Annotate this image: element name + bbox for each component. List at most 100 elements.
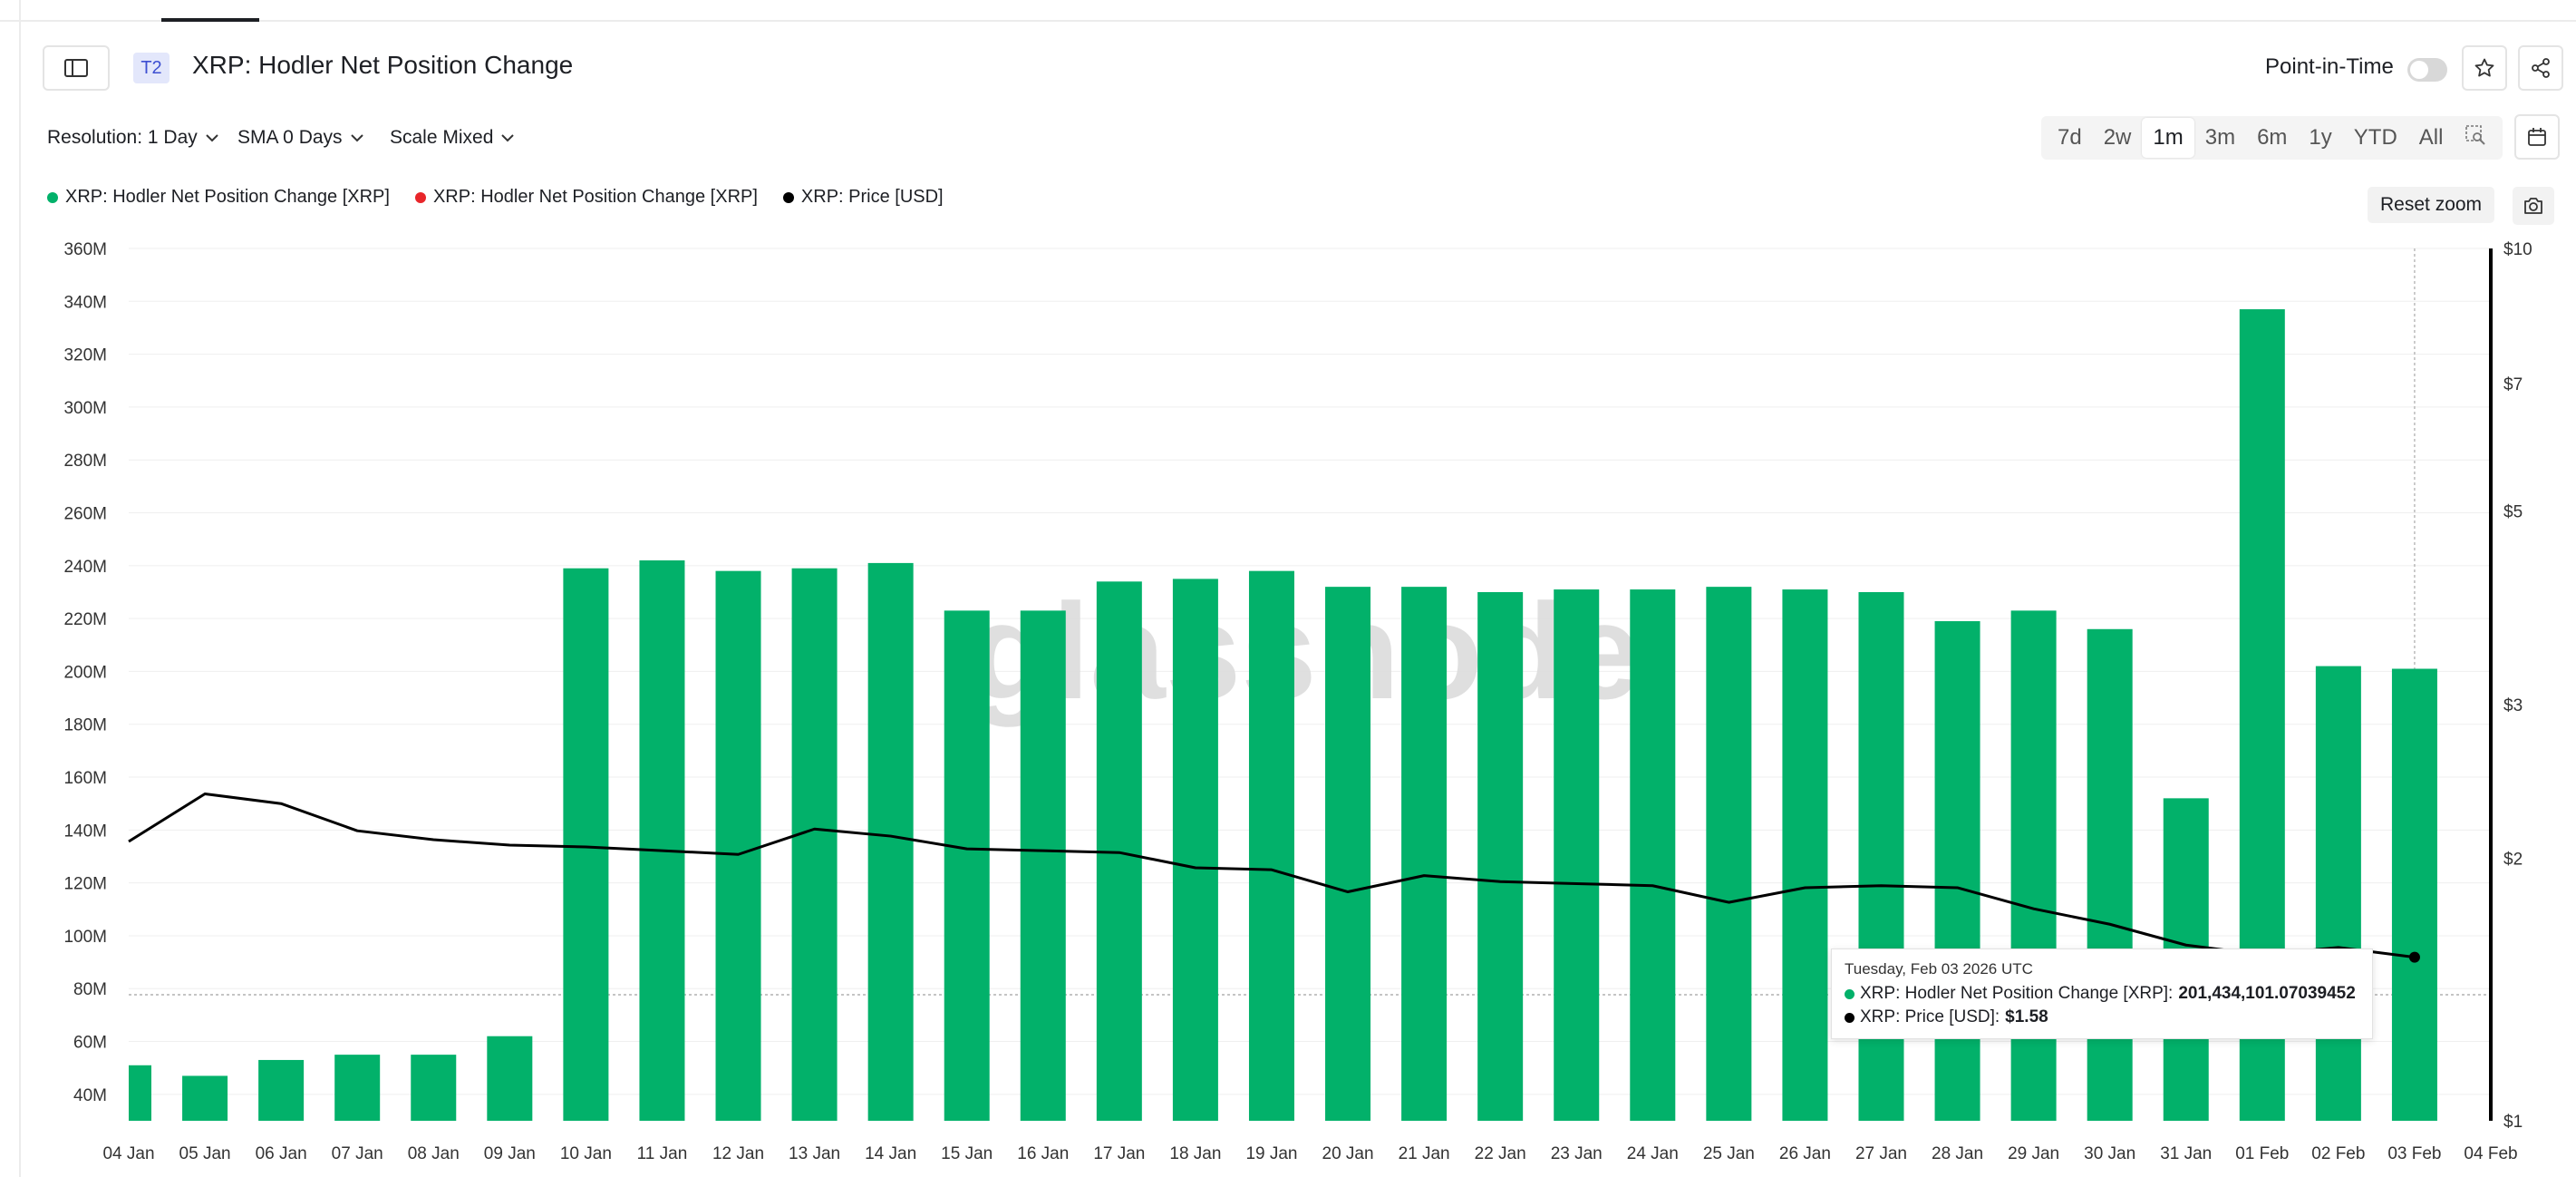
calendar-icon <box>2528 128 2546 146</box>
tooltip-date: Tuesday, Feb 03 2026 UTC <box>1845 960 2033 978</box>
time-range-selector: 7d 2w 1m 3m 6m 1y YTD All <box>2041 116 2503 160</box>
sma-label: SMA 0 Days <box>237 127 343 148</box>
x-tick-label: 19 Jan <box>1245 1144 1297 1163</box>
legend-item-hodler-green[interactable]: XRP: Hodler Net Position Change [XRP] <box>47 187 390 208</box>
bar <box>563 568 609 1121</box>
range-2w[interactable]: 2w <box>2103 125 2132 150</box>
range-all[interactable]: All <box>2418 125 2444 150</box>
sma-dropdown[interactable]: SMA 0 Days <box>237 127 364 149</box>
range-6m[interactable]: 6m <box>2257 125 2288 150</box>
bar <box>1172 579 1218 1121</box>
x-tick-label: 08 Jan <box>408 1144 460 1163</box>
bar <box>334 1055 381 1121</box>
y-left-tick-label: 100M <box>63 928 107 947</box>
x-tick-label: 17 Jan <box>1093 1144 1145 1163</box>
bar <box>258 1059 305 1121</box>
y-left-tick-label: 240M <box>63 558 107 577</box>
bar <box>2315 666 2361 1121</box>
page-title: XRP: Hodler Net Position Change <box>192 51 574 79</box>
x-tick-label: 13 Jan <box>789 1144 840 1163</box>
y-left-tick-label: 260M <box>63 505 107 524</box>
chevron-down-icon <box>501 134 515 142</box>
watermark: glassnode <box>969 575 1641 727</box>
x-tick-label: 21 Jan <box>1399 1144 1450 1163</box>
x-tick-label: 06 Jan <box>256 1144 307 1163</box>
y-right-tick-label: $3 <box>2503 696 2523 715</box>
y-right-tick-label: $2 <box>2503 850 2523 869</box>
tooltip-price-label: XRP: Price [USD]: <box>1860 1007 2000 1026</box>
legend-dot <box>47 191 58 203</box>
y-left-tick-label: 280M <box>63 452 107 471</box>
tier-badge: T2 <box>133 53 169 83</box>
bar <box>1858 591 1904 1121</box>
y-left-tick-label: 360M <box>63 240 107 259</box>
price-marker <box>2408 951 2420 963</box>
y-left-tick-label: 340M <box>63 293 107 312</box>
point-in-time-label: Point-in-Time <box>2265 54 2394 79</box>
bar <box>1554 589 1600 1121</box>
y-left-tick-label: 300M <box>63 399 107 418</box>
bar <box>1782 589 1828 1121</box>
point-in-time-toggle[interactable] <box>2407 58 2447 82</box>
legend-label: XRP: Hodler Net Position Change [XRP] <box>65 187 390 207</box>
x-tick-label: 09 Jan <box>484 1144 536 1163</box>
x-tick-label: 15 Jan <box>941 1144 993 1163</box>
y-left-tick-label: 120M <box>63 875 107 894</box>
legend-item-hodler-red[interactable]: XRP: Hodler Net Position Change [XRP] <box>414 187 758 208</box>
tooltip-row-hodler: XRP: Hodler Net Position Change [XRP]: 2… <box>1845 984 2359 1004</box>
bar <box>411 1055 457 1121</box>
legend-label: XRP: Price [USD] <box>800 187 944 207</box>
scale-label: Scale Mixed <box>390 127 494 148</box>
x-tick-label: 12 Jan <box>712 1144 764 1163</box>
share-button[interactable] <box>2518 45 2563 91</box>
x-tick-label: 16 Jan <box>1017 1144 1069 1163</box>
x-tick-label: 02 Feb <box>2311 1144 2365 1163</box>
bar <box>1248 570 1294 1121</box>
x-tick-label: 18 Jan <box>1169 1144 1221 1163</box>
bar <box>487 1036 533 1121</box>
y-left-tick-label: 60M <box>73 1034 107 1053</box>
x-tick-label: 07 Jan <box>332 1144 383 1163</box>
y-left-tick-label: 40M <box>73 1086 107 1105</box>
y-left-tick-label: 200M <box>63 663 107 682</box>
range-3m[interactable]: 3m <box>2204 125 2236 150</box>
y-right-tick-label: $1 <box>2503 1113 2523 1132</box>
legend-item-price[interactable]: XRP: Price [USD] <box>782 187 944 208</box>
range-1m[interactable]: 1m <box>2142 118 2194 158</box>
y-left-tick-label: 220M <box>63 610 107 629</box>
toggle-sidebar-button[interactable] <box>43 45 110 91</box>
bar <box>639 559 685 1121</box>
bar <box>1020 610 1066 1121</box>
chart-tooltip: Tuesday, Feb 03 2026 UTC XRP: Hodler Net… <box>1831 948 2373 1039</box>
x-tick-label: 22 Jan <box>1475 1144 1526 1163</box>
favorite-button[interactable] <box>2462 45 2507 91</box>
screenshot-button[interactable] <box>2513 187 2554 225</box>
range-ytd[interactable]: YTD <box>2353 125 2397 150</box>
bar <box>2010 610 2057 1121</box>
range-7d[interactable]: 7d <box>2058 125 2082 150</box>
toggle-knob <box>2410 61 2428 79</box>
x-tick-label: 01 Feb <box>2235 1144 2289 1163</box>
sidebar-icon <box>64 59 88 77</box>
reset-zoom-button[interactable]: Reset zoom <box>2368 187 2495 223</box>
x-tick-label: 11 Jan <box>637 1144 688 1163</box>
date-picker-button[interactable] <box>2514 114 2560 160</box>
bar <box>867 562 914 1121</box>
bar <box>1477 591 1524 1121</box>
chevron-down-icon <box>206 134 218 142</box>
zoom-select-button[interactable] <box>2454 117 2497 160</box>
range-1y[interactable]: 1y <box>2309 125 2332 150</box>
x-tick-label: 28 Jan <box>1932 1144 1983 1163</box>
price-line <box>128 792 2416 959</box>
bar <box>1401 587 1448 1121</box>
resolution-dropdown[interactable]: Resolution: 1 Day <box>47 127 219 149</box>
bar <box>1630 589 1676 1121</box>
x-tick-label: 14 Jan <box>865 1144 916 1163</box>
scale-dropdown[interactable]: Scale Mixed <box>390 127 515 149</box>
bar <box>1706 587 1752 1121</box>
x-tick-label: 10 Jan <box>560 1144 612 1163</box>
x-tick-label: 31 Jan <box>2160 1144 2212 1163</box>
x-tick-label: 24 Jan <box>1627 1144 1679 1163</box>
tooltip-dot <box>1845 1012 1855 1023</box>
resolution-label: Resolution: 1 Day <box>47 127 198 148</box>
